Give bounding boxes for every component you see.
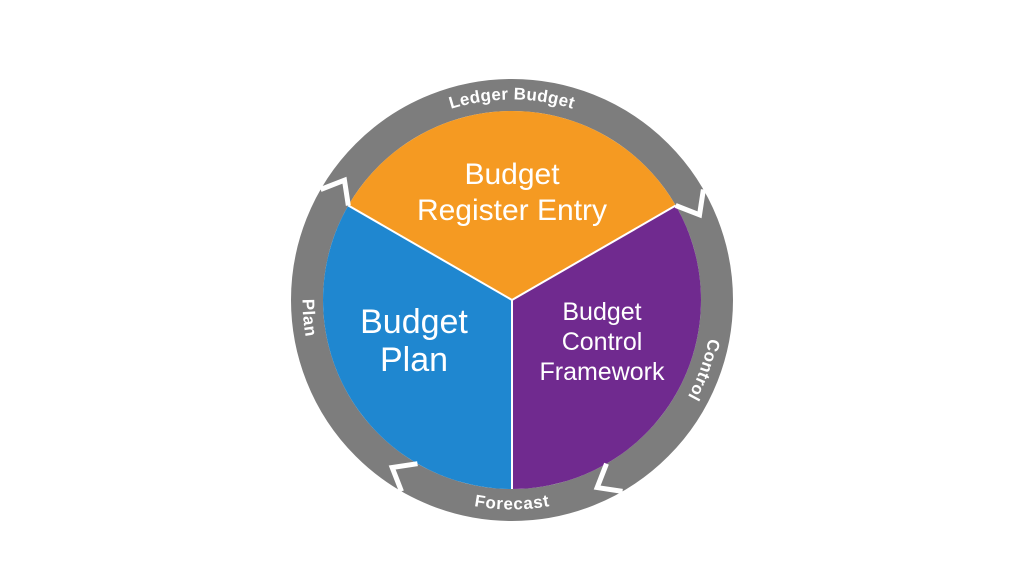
ring-label-plan: Plan	[298, 299, 320, 338]
cycle-diagram-svg: BudgetRegister EntryBudgetControlFramewo…	[0, 0, 1024, 576]
diagram-stage: BudgetRegister EntryBudgetControlFramewo…	[0, 0, 1024, 576]
ring-label-forecast: Forecast	[473, 491, 550, 513]
